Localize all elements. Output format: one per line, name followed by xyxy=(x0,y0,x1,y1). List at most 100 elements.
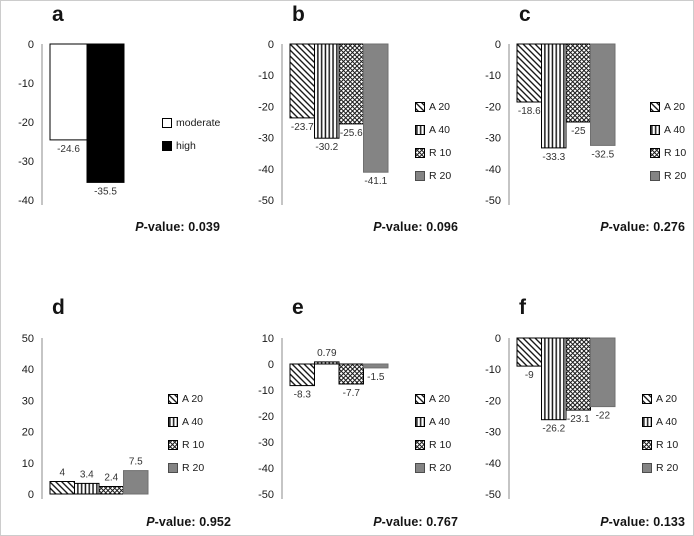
y-tick-label: -40 xyxy=(485,458,501,470)
legend-label: moderate xyxy=(176,116,221,129)
bar-value-label: -8.3 xyxy=(294,390,312,401)
y-tick-label: -30 xyxy=(485,427,501,439)
y-tick-label: -20 xyxy=(485,101,501,113)
legend-item-moderate: moderate xyxy=(162,111,220,134)
panel-letter: c xyxy=(519,3,531,26)
legend-label: R 20 xyxy=(182,461,205,474)
y-tick-label: -40 xyxy=(258,463,274,475)
legend-label: A 40 xyxy=(182,415,204,428)
bar-value-label: -30.2 xyxy=(315,142,338,153)
legend-item-r-20: R 20 xyxy=(650,164,686,187)
y-tick-label: -30 xyxy=(258,437,274,449)
bar-a-40 xyxy=(74,482,100,495)
bar-chart-d: 50 40 30 20 10 0 4 3.4 2.4 7.5 xyxy=(0,324,168,535)
bar-value-label: -23.1 xyxy=(567,414,590,425)
bar-value-label: -35.5 xyxy=(94,186,117,197)
legend-item-a-20: A 20 xyxy=(415,95,451,118)
y-tick-label: 20 xyxy=(22,427,34,439)
panel-c: c 0 -10 -20 -30 -40 -50 -18.6 -33.3 -25 -32.5 A 2… xyxy=(467,0,694,268)
p-italic: P xyxy=(600,220,609,234)
p-italic: P xyxy=(146,515,155,529)
y-tick-label: 40 xyxy=(22,364,34,376)
panel-f: f 0 -10 -20 -30 -40 -50 -9 -26.2 -23.1 -22 A 20 A … xyxy=(467,268,694,536)
legend-swatch-icon xyxy=(162,140,172,151)
bar-r-20 xyxy=(363,363,389,369)
legend-swatch-icon xyxy=(415,124,425,135)
bar-a-20 xyxy=(289,363,315,387)
p-value-text: -value: 0.276 xyxy=(608,220,685,234)
y-tick-label: -10 xyxy=(258,385,274,397)
legend-item-r-20: R 20 xyxy=(642,456,678,479)
legend-e: A 20 A 40 R 10 R 20 xyxy=(415,387,451,479)
legend-item-r-20: R 20 xyxy=(415,456,451,479)
legend-d: A 20 A 40 R 10 R 20 xyxy=(168,387,204,479)
p-value-label: P-value: 0.767 xyxy=(373,515,458,529)
bar-chart-f: 0 -10 -20 -30 -40 -50 -9 -26.2 -23.1 -22 xyxy=(467,324,635,535)
legend-item-a-20: A 20 xyxy=(642,387,678,410)
bar-r-20 xyxy=(590,337,616,408)
y-tick-label: -20 xyxy=(18,117,34,129)
bar-a-40 xyxy=(314,43,340,139)
legend-swatch-icon xyxy=(415,101,425,112)
panel-letter: a xyxy=(52,3,64,26)
bar-chart-a: 0 -10 -20 -30 -40 -24.6 -35.5 xyxy=(0,30,168,241)
bar-chart-svg-f: 0 -10 -20 -30 -40 -50 -9 -26.2-23.1 -22 xyxy=(485,333,616,501)
legend-swatch-icon xyxy=(168,416,178,427)
legend-swatch-icon xyxy=(162,117,172,128)
bar-value-label: 0.79 xyxy=(317,348,337,359)
bar-high xyxy=(86,43,125,183)
legend-label: A 20 xyxy=(664,100,686,113)
bar-value-label: -7.7 xyxy=(343,388,361,399)
bar-r-20 xyxy=(123,470,149,495)
legend-label: A 40 xyxy=(664,123,686,136)
legend-item-r-10: R 10 xyxy=(168,433,204,456)
legend-item-a-20: A 20 xyxy=(650,95,686,118)
p-italic: P xyxy=(373,515,382,529)
bar-chart-svg-a: 0 -10 -20 -30 -40 -24.6 -35.5 xyxy=(18,39,125,207)
legend-item-a-40: A 40 xyxy=(650,118,686,141)
y-tick-label: 0 xyxy=(28,39,34,51)
p-value-label: P-value: 0.952 xyxy=(146,515,231,529)
bar-a-40 xyxy=(314,361,340,365)
legend-swatch-icon xyxy=(168,462,178,473)
bar-chart-svg-e: 10 0 -10 -20 -30 -40 -50 -8.3 0.79 -7.7 -1.5 xyxy=(258,333,389,501)
legend-item-r-20: R 20 xyxy=(415,164,451,187)
p-value-label: P-value: 0.276 xyxy=(600,220,685,234)
p-value-label: P-value: 0.039 xyxy=(135,220,220,234)
p-value-text: -value: 0.767 xyxy=(381,515,458,529)
bar-chart-c: 0 -10 -20 -30 -40 -50 -18.6 -33.3 -25 -32.5 xyxy=(467,30,635,241)
bar-value-label: -24.6 xyxy=(57,144,80,155)
bar-value-label: -18.6 xyxy=(518,106,541,117)
p-value-text: -value: 0.952 xyxy=(154,515,231,529)
legend-swatch-icon xyxy=(415,147,425,158)
bar-a-20 xyxy=(516,337,542,367)
legend-swatch-icon xyxy=(415,393,425,404)
legend-label: R 10 xyxy=(429,438,452,451)
y-tick-label: 10 xyxy=(22,458,34,470)
p-value-text: -value: 0.039 xyxy=(143,220,220,234)
y-tick-label: 0 xyxy=(28,489,34,501)
y-tick-label: -40 xyxy=(485,164,501,176)
legend-swatch-icon xyxy=(415,170,425,181)
panel-letter: f xyxy=(519,296,526,319)
legend-item-a-40: A 40 xyxy=(168,410,204,433)
legend-item-r-10: R 10 xyxy=(415,433,451,456)
y-tick-label: -50 xyxy=(485,489,501,501)
bar-r-10 xyxy=(98,486,124,495)
p-value-label: P-value: 0.096 xyxy=(373,220,458,234)
legend-label: R 20 xyxy=(429,169,452,182)
legend-label: A 20 xyxy=(429,100,451,113)
legend-item-high: high xyxy=(162,134,220,157)
panel-letter: e xyxy=(292,296,304,319)
bar-value-label: 4 xyxy=(60,468,66,479)
y-tick-label: 30 xyxy=(22,395,34,407)
y-tick-label: -50 xyxy=(258,489,274,501)
panel-b: b 0 -10 -20 -30 -40 -50 -23.7 -30.2 -25.6 -41.1 A… xyxy=(240,0,467,268)
y-tick-label: -20 xyxy=(485,395,501,407)
y-tick-label: -30 xyxy=(485,133,501,145)
panel-letter: b xyxy=(292,3,305,26)
bar-a-40 xyxy=(541,43,567,149)
bar-chart-e: 10 0 -10 -20 -30 -40 -50 -8.3 0.79 -7.7 -1.5 xyxy=(240,324,408,535)
y-tick-label: 0 xyxy=(495,333,501,345)
bar-value-label: -23.7 xyxy=(291,122,314,133)
